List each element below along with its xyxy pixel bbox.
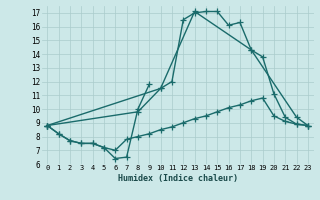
X-axis label: Humidex (Indice chaleur): Humidex (Indice chaleur) bbox=[118, 174, 237, 183]
